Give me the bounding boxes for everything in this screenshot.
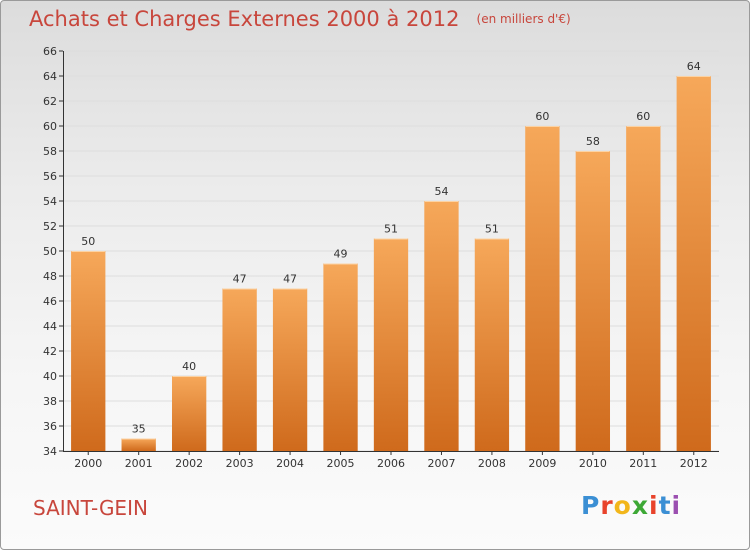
x-tick-label: 2010: [579, 457, 607, 470]
y-tick-label: 42: [43, 345, 57, 358]
x-tick-label: 2009: [528, 457, 556, 470]
data-label: 49: [334, 248, 348, 261]
data-label: 51: [485, 223, 499, 236]
y-tick-label: 64: [43, 70, 57, 83]
y-tick-label: 56: [43, 170, 57, 183]
data-label: 64: [687, 60, 701, 73]
y-tick-labels: 34 36 38 40 42 44 46 48 50 52 54 56 58 60 62 64 66: [43, 45, 63, 458]
data-label: 35: [132, 423, 146, 436]
y-tick-label: 62: [43, 95, 57, 108]
logo-letter: P: [581, 491, 601, 520]
bar: [424, 201, 459, 451]
logo-letter: i: [671, 491, 682, 520]
page-subtitle: (en milliers d'€): [476, 12, 571, 26]
data-label: 58: [586, 135, 600, 148]
x-tick-label: 2006: [377, 457, 405, 470]
y-tick-label: 54: [43, 195, 57, 208]
x-tick-label: 2007: [427, 457, 455, 470]
bar: [71, 251, 106, 451]
x-tick-label: 2002: [175, 457, 203, 470]
x-tick-label: 2004: [276, 457, 304, 470]
y-tick-label: 52: [43, 220, 57, 233]
y-tick-label: 58: [43, 145, 57, 158]
y-tick-label: 44: [43, 320, 57, 333]
logo-letter: x: [631, 491, 649, 520]
data-label: 60: [535, 110, 549, 123]
logo-letter: o: [613, 491, 632, 520]
data-label: 51: [384, 223, 398, 236]
logo-letter: r: [600, 491, 614, 520]
y-tick-label: 34: [43, 445, 57, 458]
bar: [323, 263, 358, 451]
bar: [222, 288, 257, 451]
page-title: Achats et Charges Externes 2000 à 2012: [29, 7, 460, 31]
x-tick-label: 2003: [226, 457, 254, 470]
y-tick-label: 38: [43, 395, 57, 408]
x-tick-label: 2011: [629, 457, 657, 470]
y-tick-label: 40: [43, 370, 57, 383]
data-label: 40: [182, 360, 196, 373]
y-tick-label: 46: [43, 295, 57, 308]
y-tick-label: 66: [43, 45, 57, 58]
bar: [626, 126, 661, 451]
bar: [373, 238, 409, 451]
x-tick-label: 2008: [478, 457, 506, 470]
data-labels: 50 35 40 47 47 49 51 54 51 60 58 60 64: [81, 60, 701, 436]
data-label: 47: [283, 273, 297, 286]
x-tick-label: 2005: [327, 457, 355, 470]
data-label: 60: [636, 110, 650, 123]
bar: [272, 288, 308, 451]
bar: [474, 238, 510, 451]
bars: [71, 76, 711, 451]
bar: [676, 76, 711, 451]
logo-letter: i: [649, 491, 659, 520]
bar: [525, 126, 560, 451]
bar: [121, 438, 156, 451]
y-tick-label: 48: [43, 270, 57, 283]
bar: [171, 376, 207, 451]
proxiti-logo: Proxiti: [581, 491, 681, 520]
x-tick-label: 2001: [125, 457, 153, 470]
x-tick-label: 2012: [680, 457, 708, 470]
bar: [575, 151, 611, 451]
x-tick-labels: 2000 2001 2002 2003 2004 2005 2006 2007 2008 2009…: [74, 451, 708, 470]
x-tick-label: 2000: [74, 457, 102, 470]
y-tick-label: 50: [43, 245, 57, 258]
data-label: 50: [81, 235, 95, 248]
y-tick-label: 60: [43, 120, 57, 133]
y-tick-label: 36: [43, 420, 57, 433]
title-block: Achats et Charges Externes 2000 à 2012 (…: [29, 7, 571, 31]
logo-letter: t: [658, 491, 672, 520]
data-label: 54: [434, 185, 448, 198]
data-label: 47: [233, 273, 247, 286]
location-label: SAINT-GEIN: [33, 496, 148, 520]
